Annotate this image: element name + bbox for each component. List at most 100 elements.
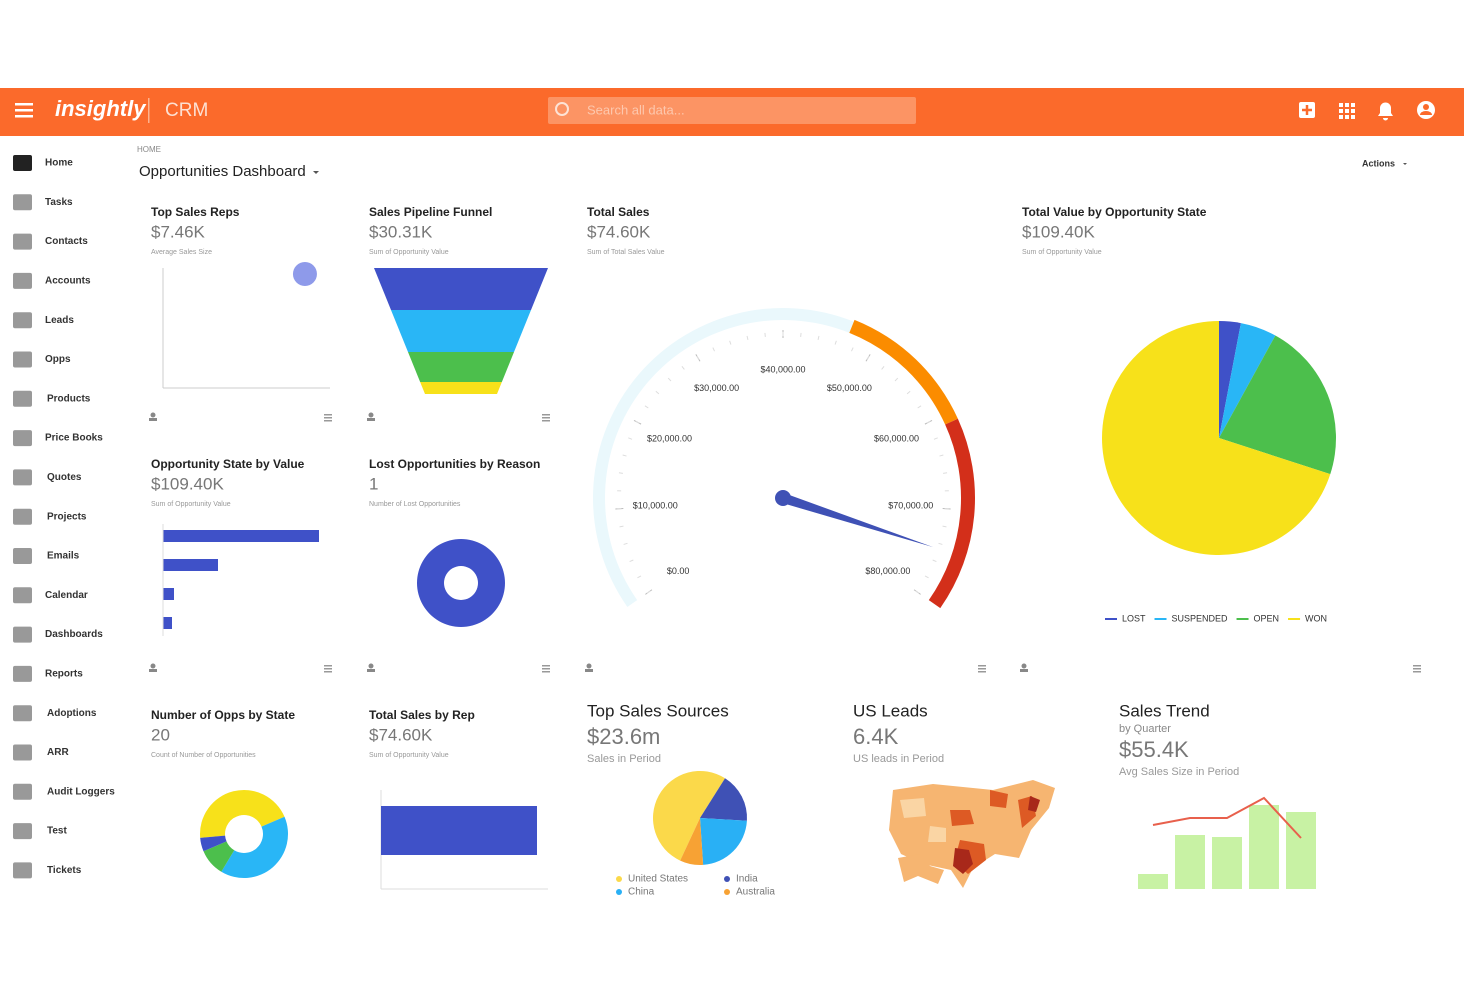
sidebar-label: Audit Loggers — [47, 786, 115, 797]
sidebar-label: Quotes — [47, 472, 82, 483]
widget-caption: Sales in Period — [587, 753, 661, 765]
gauge-minor-tick — [618, 472, 623, 474]
sidebar-item[interactable]: ARR — [13, 744, 69, 761]
donut-slice — [416, 539, 505, 627]
sidebar-item[interactable]: Audit Loggers — [13, 783, 115, 800]
sidebar-item[interactable]: Products — [13, 390, 91, 407]
owner-icon — [367, 418, 375, 421]
widget-title[interactable]: Number of Opps by State — [151, 708, 295, 722]
gauge-minor-tick — [628, 437, 633, 440]
sidebar-icon — [13, 390, 32, 407]
sidebar-label: Contacts — [45, 236, 88, 247]
menu-button[interactable] — [15, 103, 33, 118]
sidebar-item[interactable]: Opps — [13, 351, 71, 368]
widget-title[interactable]: US Leads — [853, 701, 928, 720]
sidebar-item[interactable]: Adoptions — [13, 705, 97, 722]
list-icon[interactable] — [324, 417, 332, 419]
list-icon[interactable] — [1413, 668, 1421, 670]
owner-icon — [1021, 663, 1027, 669]
list-icon[interactable] — [324, 420, 332, 422]
gauge-minor-tick — [746, 335, 749, 340]
actions-button[interactable]: Actions — [1362, 158, 1395, 168]
widget-title[interactable]: Top Sales Sources — [587, 701, 729, 720]
list-icon[interactable] — [542, 668, 550, 670]
gauge-tick-label: $30,000.00 — [694, 383, 739, 393]
owner-icon — [149, 669, 157, 672]
sidebar-item[interactable]: Leads — [13, 312, 74, 329]
sidebar-item[interactable]: Tickets — [13, 862, 82, 879]
list-icon[interactable] — [978, 671, 986, 673]
list-icon[interactable] — [324, 671, 332, 673]
legend-swatch — [616, 889, 622, 895]
legend-swatch — [724, 876, 730, 882]
list-icon[interactable] — [542, 420, 550, 422]
sidebar-item[interactable]: Calendar — [13, 587, 88, 604]
widget-title[interactable]: Total Sales by Rep — [369, 708, 475, 722]
sidebar-item[interactable]: Emails — [13, 548, 80, 564]
list-icon[interactable] — [978, 665, 986, 667]
gauge-minor-tick — [906, 390, 911, 395]
sidebar-label: Accounts — [45, 276, 91, 287]
bar — [1175, 835, 1205, 889]
sidebar-item[interactable]: Test — [13, 823, 67, 840]
donut-slice — [200, 835, 227, 852]
sidebar-item[interactable]: Accounts — [13, 272, 91, 289]
notifications-button[interactable] — [1378, 102, 1393, 121]
gauge-tick-label: $40,000.00 — [760, 364, 805, 374]
widget-title[interactable]: Top Sales Reps — [151, 205, 240, 219]
sidebar-label: Opps — [45, 354, 71, 365]
sidebar-item[interactable]: Tasks — [13, 194, 73, 211]
gauge-tick-label: $50,000.00 — [827, 383, 872, 393]
list-icon[interactable] — [542, 665, 550, 667]
widget-title[interactable]: Lost Opportunities by Reason — [369, 457, 540, 471]
sidebar-item[interactable]: Home — [13, 155, 73, 171]
search-box[interactable] — [548, 97, 916, 124]
sidebar-item[interactable]: Reports — [13, 665, 83, 682]
gauge-minor-tick — [729, 340, 732, 345]
sidebar-item[interactable]: Contacts — [13, 233, 88, 250]
breadcrumb[interactable]: HOME — [137, 145, 161, 154]
list-icon[interactable] — [542, 414, 550, 416]
owner-icon — [585, 669, 593, 672]
widget-caption: Average Sales Size — [151, 249, 212, 256]
logo[interactable]: insightly — [55, 96, 147, 121]
gauge-tick-label: $70,000.00 — [888, 501, 933, 511]
list-icon[interactable] — [1413, 665, 1421, 667]
us-map — [889, 780, 1055, 888]
list-icon[interactable] — [324, 665, 332, 667]
sidebar-item[interactable]: Quotes — [13, 469, 82, 486]
apps-button[interactable] — [1339, 103, 1355, 119]
sidebar-icon — [13, 272, 32, 289]
gauge-minor-tick — [655, 390, 660, 395]
gauge-minor-tick — [924, 575, 929, 579]
widget-title[interactable]: Total Sales — [587, 205, 650, 219]
widget-title[interactable]: Opportunity State by Value — [151, 457, 305, 471]
list-icon[interactable] — [324, 414, 332, 416]
gauge-band — [928, 418, 976, 609]
list-icon[interactable] — [978, 668, 986, 670]
widget-title[interactable]: Sales Pipeline Funnel — [369, 205, 492, 219]
profile-icon — [1420, 111, 1432, 115]
gauge-minor-tick — [681, 365, 685, 370]
list-icon[interactable] — [324, 668, 332, 670]
gauge-minor-tick — [915, 590, 920, 594]
donut-slice — [221, 816, 288, 878]
sidebar-item[interactable]: Projects — [13, 508, 87, 525]
dropdown-caret — [1403, 163, 1407, 165]
widget-title[interactable]: Total Value by Opportunity State — [1022, 205, 1207, 219]
sidebar-icon — [13, 705, 32, 722]
gauge-minor-tick — [926, 420, 931, 424]
sidebar-item[interactable]: Price Books — [13, 430, 103, 447]
bar — [163, 617, 172, 629]
list-icon[interactable] — [1413, 671, 1421, 673]
list-icon[interactable] — [542, 671, 550, 673]
list-icon[interactable] — [542, 417, 550, 419]
sidebar-icon — [13, 233, 32, 250]
page-title[interactable]: Opportunities Dashboard — [139, 163, 306, 180]
sidebar-label: Tickets — [47, 865, 82, 876]
sidebar-icon — [13, 430, 32, 447]
sidebar-item[interactable]: Dashboards — [13, 626, 103, 643]
widget-title[interactable]: Sales Trend — [1119, 701, 1210, 720]
widget-caption: Count of Number of Opportunities — [151, 752, 256, 759]
